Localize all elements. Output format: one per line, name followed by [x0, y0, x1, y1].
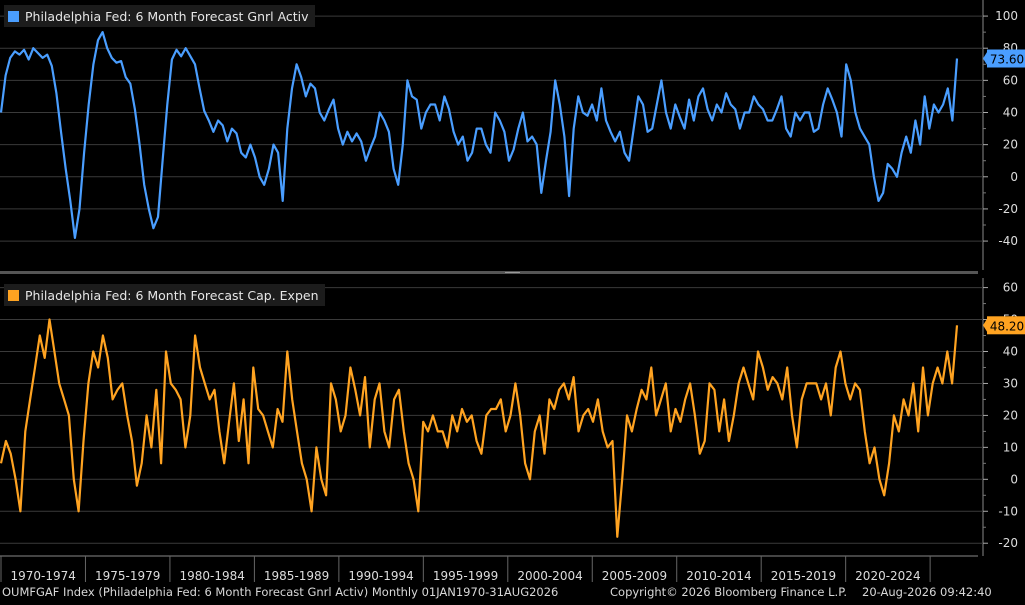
capex-y-tick-label: 60 [1003, 281, 1018, 295]
x-axis-tick-label: 2015-2019 [771, 569, 836, 583]
legend-swatch-orange [8, 289, 19, 301]
x-axis-tick-label: 2020-2024 [855, 569, 920, 583]
activity-series-line [0, 30, 959, 239]
capex-y-tick-label: 10 [1003, 440, 1018, 454]
capex-y-tick-label: 40 [1003, 344, 1018, 358]
x-axis-tick-label: 1980-1984 [179, 569, 244, 583]
x-axis-tick-label: 1970-1974 [11, 569, 76, 583]
capex-last-value-pointer [983, 317, 988, 334]
capex-y-tick-label: 20 [1003, 408, 1018, 422]
capex-last-value-badge [987, 316, 1025, 335]
x-axis-tick-label: 1995-1999 [433, 569, 498, 583]
x-axis-tick-label: 1985-1989 [264, 569, 329, 583]
x-axis-tick-label: 2005-2009 [602, 569, 667, 583]
x-axis-tick-label: 2000-2004 [517, 569, 582, 583]
capex-y-tick-label: -20 [998, 536, 1018, 550]
capex-series-line [0, 318, 959, 538]
activity-y-tick-label: 100 [995, 9, 1018, 23]
panel-separator [0, 271, 978, 274]
x-axis-tick-label: 1990-1994 [348, 569, 413, 583]
legend-label-general-activity: Philadelphia Fed: 6 Month Forecast Gnrl … [25, 8, 309, 24]
footer-timestamp: 20-Aug-2026 09:42:40 [862, 585, 992, 599]
capex-y-tick-label: 0 [1010, 472, 1018, 486]
activity-y-tick-label: 20 [1003, 138, 1018, 152]
activity-y-tick-label: 60 [1003, 73, 1018, 87]
x-axis-tick-label: 1975-1979 [95, 569, 160, 583]
x-axis-tick-label: 2010-2014 [686, 569, 751, 583]
legend-label-capex: Philadelphia Fed: 6 Month Forecast Cap. … [25, 287, 319, 303]
capex-last-value-label: 48.20 [990, 319, 1024, 333]
activity-last-value-label: 73.60 [990, 53, 1024, 67]
activity-y-tick-label: -20 [998, 202, 1018, 216]
footer-ticker: OUMFGAF Index (Philadelphia Fed: 6 Month… [2, 585, 559, 599]
legend-capex: Philadelphia Fed: 6 Month Forecast Cap. … [4, 284, 325, 306]
capex-y-tick-label: 30 [1003, 376, 1018, 390]
activity-y-tick-label: 40 [1003, 106, 1018, 120]
activity-y-tick-label: -40 [998, 234, 1018, 248]
capex-y-tick-label: -10 [998, 504, 1018, 518]
footer-copyright: Copyright© 2026 Bloomberg Finance L.P. [610, 585, 847, 599]
activity-last-value-pointer [983, 50, 988, 67]
activity-last-value-badge [987, 49, 1025, 68]
legend-general-activity: Philadelphia Fed: 6 Month Forecast Gnrl … [4, 5, 315, 27]
x-axis: 1970-1974 1975-1979 1980-1984 1985-1989 1990… [0, 271, 978, 583]
activity-y-tick-label: 0 [1010, 170, 1018, 184]
legend-swatch-blue [8, 10, 19, 22]
